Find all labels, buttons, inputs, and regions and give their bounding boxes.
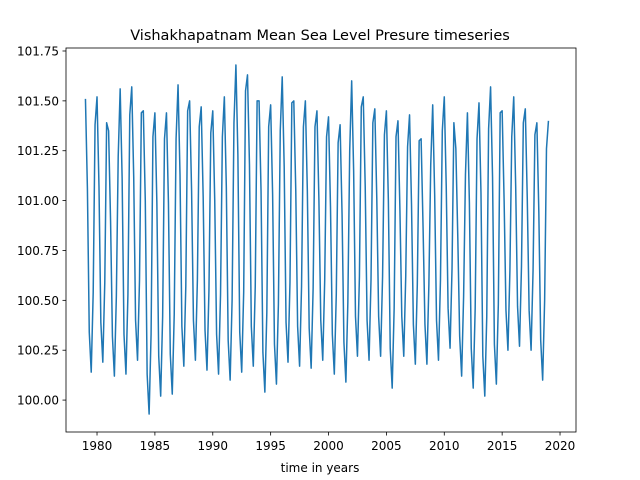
chart-title: Vishakhapatnam Mean Sea Level Presure ti… — [130, 28, 510, 44]
x-tick-label: 2000 — [313, 439, 344, 453]
x-tick-label: 1990 — [197, 439, 228, 453]
x-tick-label: 2015 — [487, 439, 518, 453]
y-tick-label: 100.00 — [17, 394, 59, 408]
x-tick-label: 1985 — [140, 439, 171, 453]
x-tick-label: 1980 — [82, 439, 113, 453]
y-tick-label: 100.25 — [17, 344, 59, 358]
y-tick-label: 101.50 — [17, 94, 59, 108]
x-tick-label: 2020 — [545, 439, 576, 453]
y-tick-label: 101.00 — [17, 194, 59, 208]
plot-frame — [65, 47, 577, 433]
x-axis-label: time in years — [281, 461, 360, 475]
y-tick-label: 100.50 — [17, 294, 59, 308]
y-tick-label: 100.75 — [17, 244, 59, 258]
y-tick-label: 101.25 — [17, 144, 59, 158]
x-tick-label: 2005 — [371, 439, 402, 453]
data-line — [84, 64, 550, 415]
x-tick-label: 2010 — [429, 439, 460, 453]
x-tick-label: 1995 — [255, 439, 286, 453]
y-tick-label: 101.75 — [17, 44, 59, 58]
